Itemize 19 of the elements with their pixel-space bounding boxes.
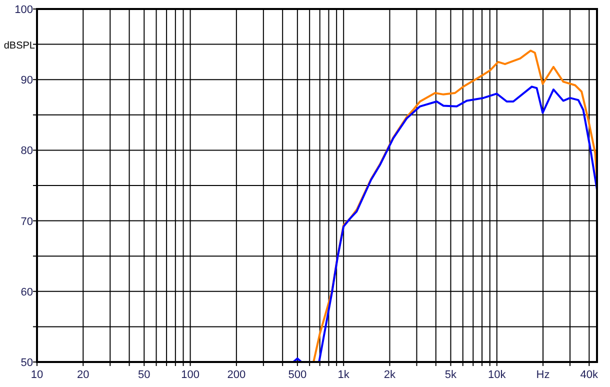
x-tick-label: 1k	[338, 369, 350, 381]
x-tick-label: 10	[30, 369, 44, 381]
y-tick-label: 60	[20, 286, 33, 298]
x-axis-title: Hz	[536, 369, 550, 381]
y-axis-title: dBSPL	[4, 40, 36, 52]
y-tick-label: 90	[20, 74, 33, 87]
y-tick-label: 70	[20, 216, 33, 228]
x-tick-label: 200	[227, 369, 246, 381]
y-tick-label: 100	[14, 4, 33, 16]
x-tick-label: 10k	[488, 369, 506, 381]
x-tick-label: 5k	[444, 369, 458, 381]
x-tick-label: 20	[77, 369, 90, 381]
x-tick-label: 50	[138, 369, 150, 381]
x-tick-label: 40k	[580, 369, 599, 381]
x-tick-label: 2k	[384, 369, 396, 381]
y-tick-label: 80	[20, 145, 33, 158]
x-tick-label: 500	[288, 369, 307, 381]
y-tick-label: 50	[20, 357, 33, 369]
x-tick-label: 100	[181, 369, 200, 381]
